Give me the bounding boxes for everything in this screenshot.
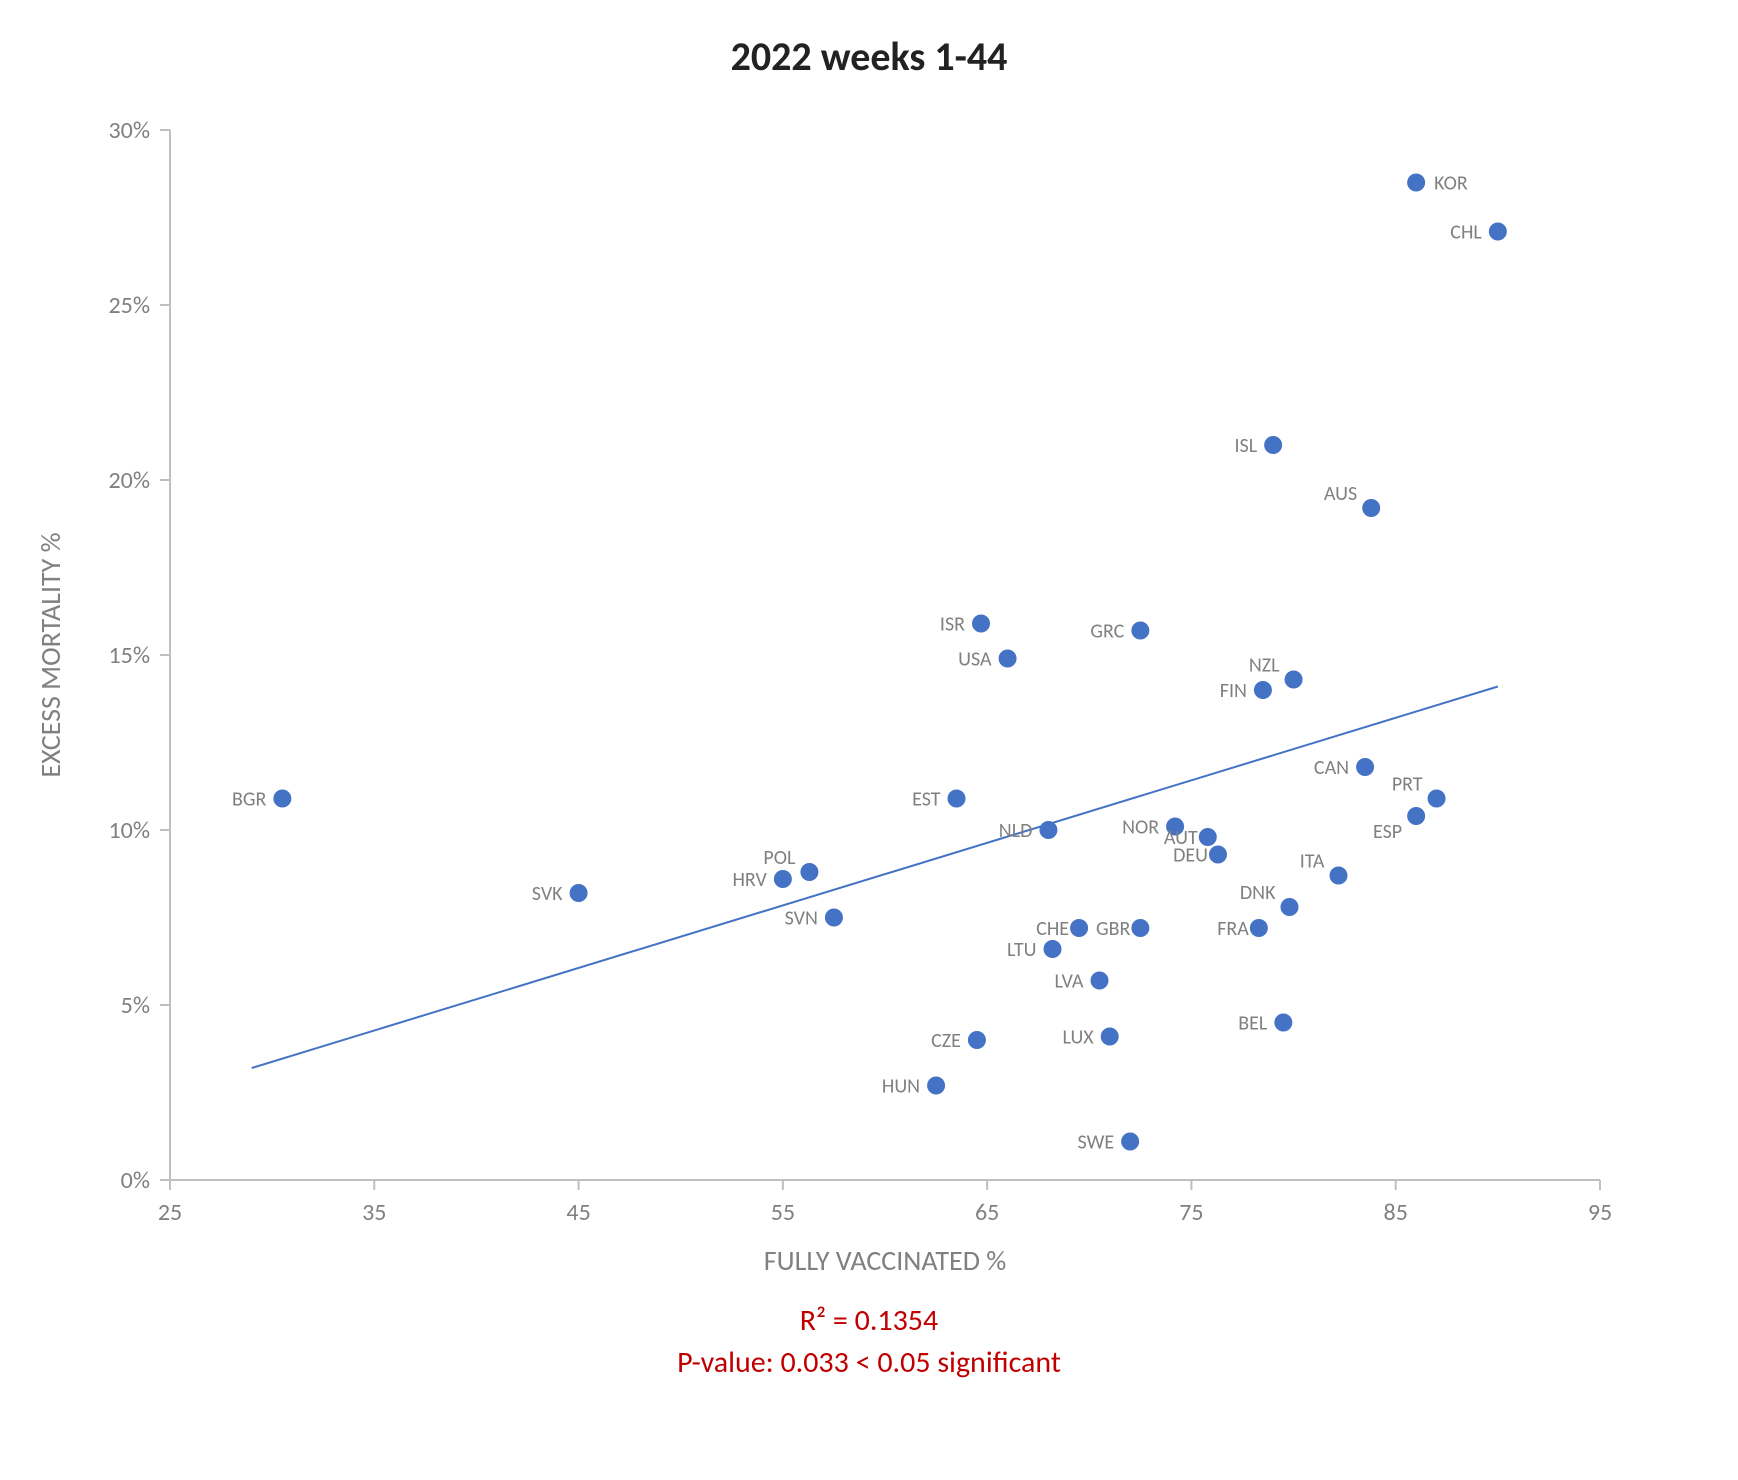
point-label: ITA	[1300, 850, 1325, 874]
x-tick-label: 85	[1384, 1198, 1408, 1227]
data-point	[1091, 972, 1109, 990]
point-label: ISR	[940, 613, 965, 637]
data-point	[1356, 758, 1374, 776]
chart-svg: 25 35 45 55 65 75 85 95 0% 5% 10% 15% 20% 25% 30% 2022 …	[0, 0, 1738, 1480]
point-label: HRV	[732, 868, 767, 892]
data-point	[968, 1031, 986, 1049]
point-label: LTU	[1007, 938, 1037, 962]
data-point	[927, 1077, 945, 1095]
y-tick-label: 15%	[109, 641, 150, 670]
point-label: BGR	[232, 788, 266, 812]
data-point	[825, 909, 843, 927]
data-point	[1285, 671, 1303, 689]
scatter-chart: 25 35 45 55 65 75 85 95 0% 5% 10% 15% 20% 25% 30% 2022 …	[0, 0, 1738, 1480]
data-point	[800, 863, 818, 881]
point-label: DNK	[1240, 881, 1276, 905]
data-point	[273, 790, 291, 808]
y-tick-label: 30%	[109, 116, 150, 145]
point-label: HUN	[882, 1075, 920, 1099]
point-label: LUX	[1063, 1026, 1095, 1050]
point-label: FIN	[1220, 679, 1247, 703]
x-axis-title: FULLY VACCINATED %	[764, 1243, 1007, 1278]
x-tick-label: 75	[1179, 1198, 1203, 1227]
data-point	[1362, 499, 1380, 517]
data-point	[570, 884, 588, 902]
x-tick-label: 55	[771, 1198, 795, 1227]
point-label: SWE	[1078, 1131, 1115, 1155]
point-label: GBR	[1096, 917, 1130, 941]
point-label: NLD	[999, 819, 1033, 843]
point-label: POL	[763, 846, 796, 870]
point-label: CZE	[931, 1029, 961, 1053]
data-point	[1254, 681, 1272, 699]
data-point	[1039, 821, 1057, 839]
point-label: DEU	[1173, 844, 1208, 868]
data-point	[1131, 622, 1149, 640]
point-label: ESP	[1373, 820, 1402, 844]
data-point	[774, 870, 792, 888]
data-point	[972, 615, 990, 633]
point-label: PRT	[1392, 773, 1423, 797]
data-point	[1330, 867, 1348, 885]
x-tick-label: 45	[566, 1198, 590, 1227]
y-tick-label: 20%	[109, 466, 150, 495]
point-label: CAN	[1314, 756, 1349, 780]
data-point	[948, 790, 966, 808]
point-label: AUS	[1324, 482, 1357, 506]
data-point	[1489, 223, 1507, 241]
x-tick-label: 65	[975, 1198, 999, 1227]
point-label: SVN	[785, 907, 818, 931]
data-point	[1428, 790, 1446, 808]
point-label: USA	[958, 648, 992, 672]
y-axis-title: EXCESS MORTALITY %	[33, 532, 68, 777]
data-point	[1250, 919, 1268, 937]
point-label: BEL	[1238, 1012, 1268, 1036]
pvalue-stat: P-value: 0.033 < 0.05 significant	[677, 1344, 1061, 1381]
chart-title-text: 2022 weeks 1-44	[731, 32, 1008, 81]
data-point	[999, 650, 1017, 668]
x-tick-label: 35	[362, 1198, 386, 1227]
data-point	[1280, 898, 1298, 916]
point-label: NOR	[1122, 816, 1159, 840]
x-tick-label: 25	[158, 1198, 182, 1227]
data-point	[1101, 1028, 1119, 1046]
data-point	[1121, 1133, 1139, 1151]
point-label: CHL	[1450, 221, 1482, 245]
r2-stat: R² = 0.1354	[800, 1302, 938, 1339]
point-label: ISL	[1235, 434, 1258, 458]
point-label: LVA	[1055, 970, 1084, 994]
data-point	[1264, 436, 1282, 454]
y-tick-label: 25%	[109, 291, 150, 320]
data-point	[1274, 1014, 1292, 1032]
data-point	[1209, 846, 1227, 864]
y-tick-label: 0%	[121, 1166, 150, 1195]
data-point	[1407, 174, 1425, 192]
data-point	[1407, 807, 1425, 825]
data-point	[1070, 919, 1088, 937]
point-label: CHE	[1036, 917, 1069, 941]
point-label: SVK	[532, 882, 563, 906]
point-label: GRC	[1090, 620, 1124, 644]
point-label: EST	[912, 788, 941, 812]
point-label: KOR	[1434, 172, 1468, 196]
data-point	[1044, 940, 1062, 958]
point-label: FRA	[1217, 917, 1249, 941]
x-tick-label: 95	[1588, 1198, 1612, 1227]
point-label: NZL	[1249, 654, 1280, 678]
y-tick-label: 5%	[121, 991, 150, 1020]
data-point	[1131, 919, 1149, 937]
y-tick-label: 10%	[109, 816, 150, 845]
